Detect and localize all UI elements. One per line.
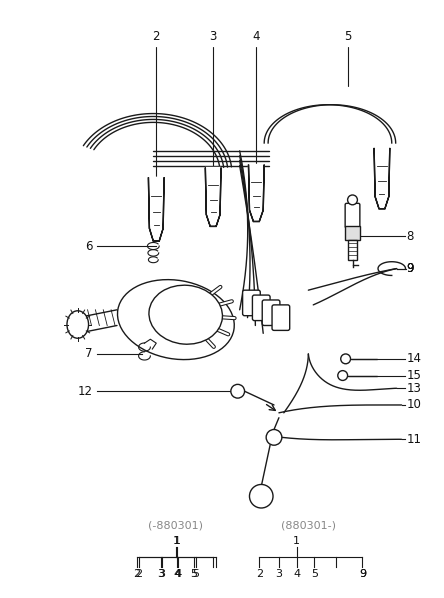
Text: 2: 2 — [135, 569, 142, 579]
Text: 9: 9 — [406, 262, 414, 275]
Text: 3: 3 — [210, 30, 217, 43]
Text: 4: 4 — [173, 569, 180, 579]
Text: 4: 4 — [174, 569, 182, 579]
Polygon shape — [148, 178, 164, 241]
Text: 5: 5 — [192, 569, 199, 579]
Circle shape — [231, 385, 245, 398]
Text: 15: 15 — [406, 369, 421, 382]
Text: 6: 6 — [85, 240, 92, 252]
Circle shape — [341, 354, 351, 364]
Circle shape — [250, 484, 273, 508]
Polygon shape — [205, 167, 221, 227]
Text: 9: 9 — [359, 569, 366, 579]
Text: 1: 1 — [172, 536, 179, 547]
Text: 3: 3 — [159, 569, 166, 579]
Text: 4: 4 — [293, 569, 300, 579]
Text: 5: 5 — [190, 569, 197, 579]
FancyBboxPatch shape — [272, 305, 289, 331]
Text: (880301-): (880301-) — [281, 521, 336, 530]
Text: 3: 3 — [275, 569, 282, 579]
Text: 11: 11 — [406, 433, 421, 446]
Circle shape — [348, 195, 357, 205]
Ellipse shape — [149, 285, 222, 344]
Text: 5: 5 — [311, 569, 318, 579]
Text: 3: 3 — [158, 569, 165, 579]
FancyBboxPatch shape — [262, 300, 280, 325]
Text: (-880301): (-880301) — [148, 521, 203, 530]
Ellipse shape — [67, 311, 88, 338]
Text: 2: 2 — [133, 569, 140, 579]
Circle shape — [338, 371, 348, 380]
Text: 7: 7 — [85, 347, 92, 361]
Polygon shape — [374, 148, 390, 209]
FancyBboxPatch shape — [345, 227, 361, 240]
Text: 4: 4 — [253, 30, 260, 43]
Polygon shape — [249, 164, 264, 221]
Text: 12: 12 — [77, 385, 92, 398]
Polygon shape — [148, 178, 164, 241]
Text: 10: 10 — [406, 398, 421, 411]
Text: 4: 4 — [174, 569, 182, 579]
Polygon shape — [205, 167, 221, 227]
FancyBboxPatch shape — [242, 290, 260, 316]
Text: 9: 9 — [406, 262, 414, 275]
Text: 1: 1 — [293, 536, 300, 547]
FancyBboxPatch shape — [345, 203, 360, 228]
Ellipse shape — [118, 280, 234, 359]
Text: 2: 2 — [256, 569, 263, 579]
Circle shape — [266, 429, 282, 445]
FancyBboxPatch shape — [253, 295, 270, 321]
Text: 5: 5 — [344, 30, 351, 43]
Text: 8: 8 — [406, 230, 414, 243]
Text: 14: 14 — [406, 352, 421, 365]
FancyBboxPatch shape — [348, 240, 357, 260]
Text: 9: 9 — [359, 569, 366, 579]
Polygon shape — [249, 164, 264, 221]
Text: 13: 13 — [406, 382, 421, 395]
Text: 2: 2 — [152, 30, 160, 43]
Polygon shape — [374, 148, 390, 209]
Text: 1: 1 — [173, 536, 180, 547]
Text: 9: 9 — [406, 262, 414, 275]
